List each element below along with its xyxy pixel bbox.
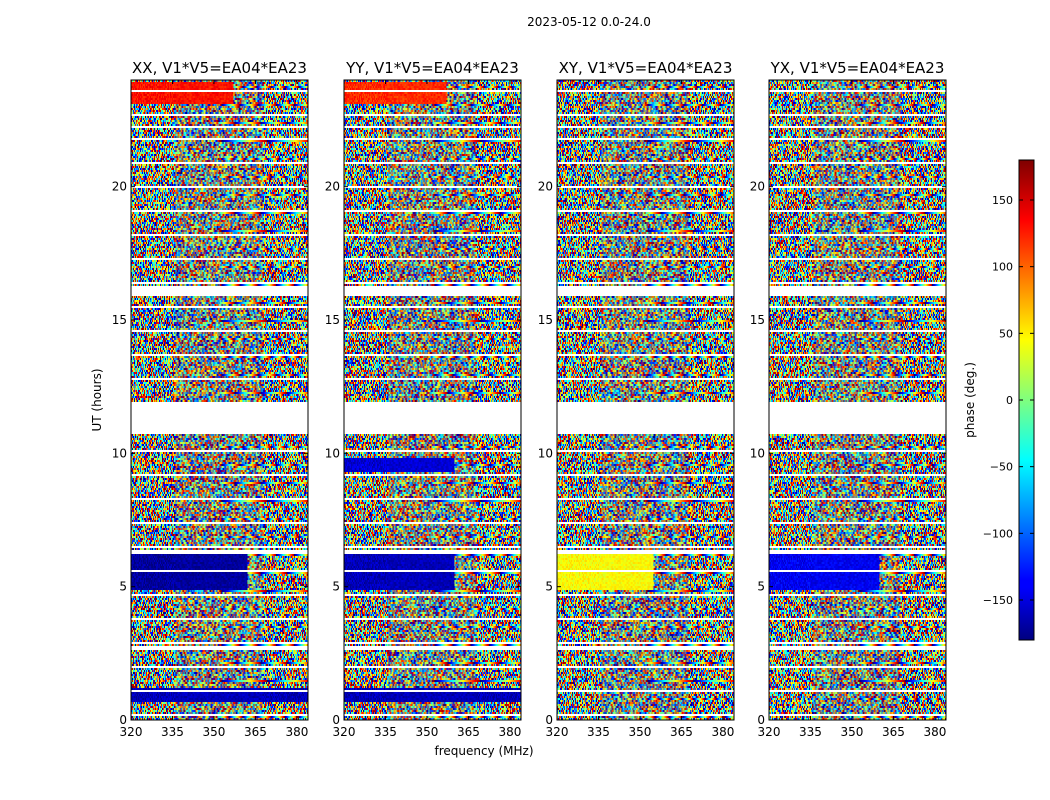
heatmap-panel: YY, V1*V5=EA04*EA23 320 335 350 365 380 0 5 10 15… (325, 59, 522, 739)
colorbar-label: phase (deg.) (963, 362, 977, 438)
y-tick-label: 15 (538, 313, 553, 327)
y-tick-label: 5 (119, 580, 127, 594)
colorbar-tick-label: −100 (983, 527, 1013, 540)
x-tick-label: 365 (244, 725, 267, 739)
y-tick-label: 20 (750, 180, 765, 194)
x-tick-label: 380 (285, 725, 308, 739)
phase-heatmap-image (131, 80, 308, 720)
phase-heatmap-image (769, 80, 946, 720)
colorbar-tick-label: 150 (992, 194, 1013, 207)
heatmap-panel: YX, V1*V5=EA04*EA23 320 335 350 365 380 0 5 10 15… (750, 59, 947, 739)
heatmap-panel: XX, V1*V5=EA04*EA23 320 335 350 365 380 0 5 10 15… (112, 59, 309, 739)
colorbar-tick-label: 100 (992, 261, 1013, 274)
y-tick-label: 0 (119, 713, 127, 727)
y-tick-label: 0 (545, 713, 553, 727)
panel-title: XX, V1*V5=EA04*EA23 (132, 59, 307, 77)
y-tick-label: 15 (112, 313, 127, 327)
panel-frame (343, 79, 522, 721)
y-tick-label: 20 (325, 180, 340, 194)
x-tick-label: 320 (120, 725, 143, 739)
y-tick-label: 5 (332, 580, 340, 594)
y-axis-label: UT (hours) (90, 368, 104, 431)
y-tick-label: 10 (538, 446, 553, 460)
panel-title: XY, V1*V5=EA04*EA23 (559, 59, 733, 77)
x-tick-label: 350 (629, 725, 652, 739)
x-tick-label: 365 (457, 725, 480, 739)
y-tick-label: 20 (538, 180, 553, 194)
y-tick-label: 10 (325, 446, 340, 460)
y-tick-label: 15 (750, 313, 765, 327)
x-tick-label: 365 (670, 725, 693, 739)
heatmap-panel: XY, V1*V5=EA04*EA23 320 335 350 365 380 0 5 10 15… (538, 59, 735, 739)
x-tick-label: 335 (161, 725, 184, 739)
phase-heatmap-image (557, 80, 734, 720)
panel-title: YY, V1*V5=EA04*EA23 (345, 59, 519, 77)
x-tick-label: 320 (333, 725, 356, 739)
panel-title: YX, V1*V5=EA04*EA23 (770, 59, 945, 77)
y-tick-label: 15 (325, 313, 340, 327)
y-tick-label: 10 (112, 446, 127, 460)
colorbar-tick-label: 0 (1006, 394, 1013, 407)
y-tick-label: 5 (545, 580, 553, 594)
x-tick-label: 320 (758, 725, 781, 739)
y-tick-label: 5 (757, 580, 765, 594)
x-tick-label: 335 (587, 725, 610, 739)
x-tick-label: 350 (416, 725, 439, 739)
x-tick-label: 350 (841, 725, 864, 739)
panel-frame (130, 79, 309, 721)
figure-suptitle: 2023-05-12 0.0-24.0 (527, 15, 651, 29)
x-tick-label: 350 (203, 725, 226, 739)
colorbar-tick-label: −50 (990, 461, 1013, 474)
colorbar-tick-label: −150 (983, 594, 1013, 607)
x-tick-label: 380 (711, 725, 734, 739)
x-axis-label: frequency (MHz) (434, 744, 533, 758)
y-tick-label: 0 (757, 713, 765, 727)
phase-heatmap-image (344, 80, 521, 720)
y-tick-label: 10 (750, 446, 765, 460)
panel-frame (556, 79, 735, 721)
x-tick-label: 380 (498, 725, 521, 739)
x-tick-label: 380 (923, 725, 946, 739)
colorbar-tick-label: 50 (999, 327, 1013, 340)
y-tick-label: 0 (332, 713, 340, 727)
x-tick-label: 365 (882, 725, 905, 739)
x-tick-label: 320 (546, 725, 569, 739)
x-tick-label: 335 (374, 725, 397, 739)
panel-frame (768, 79, 947, 721)
colorbar-ticks: 150 100 50 0 −50 −100 −150 (983, 194, 1034, 607)
y-tick-label: 20 (112, 180, 127, 194)
colorbar: 150 100 50 0 −50 −100 −150 phase (deg.) (963, 159, 1035, 641)
heatmap-panels: XX, V1*V5=EA04*EA23 320 335 350 365 380 0 5 10 15… (112, 59, 947, 739)
x-tick-label: 335 (799, 725, 822, 739)
